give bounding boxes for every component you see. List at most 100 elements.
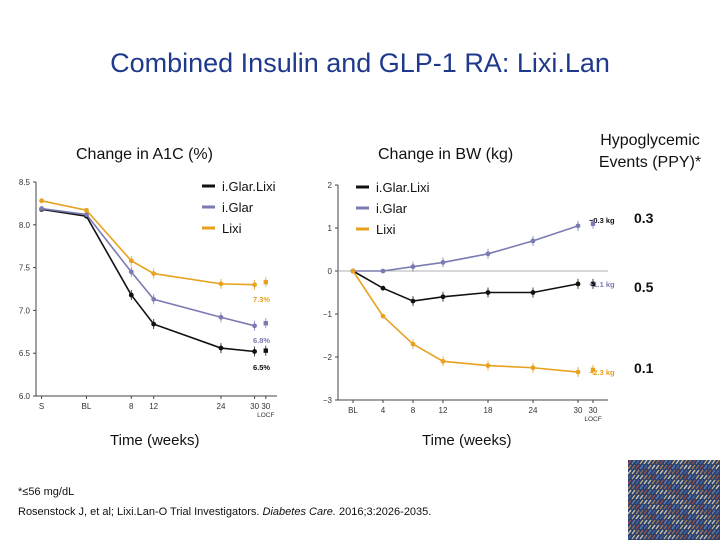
art-stroke <box>707 524 712 530</box>
art-stroke <box>695 460 700 465</box>
bw-x-tick-label: 4 <box>381 406 386 415</box>
art-stroke <box>647 489 652 495</box>
art-stroke <box>711 464 716 470</box>
art-stroke <box>639 474 644 480</box>
art-stroke <box>671 474 676 480</box>
art-stroke <box>667 529 672 535</box>
art-stroke <box>691 529 696 535</box>
a1c-i-glar-point <box>218 314 224 320</box>
bw-i-glar-point <box>575 223 581 229</box>
art-stroke <box>707 489 712 495</box>
art-stroke <box>655 534 660 540</box>
a1c-x-tick-label: 24 <box>217 402 226 411</box>
art-stroke <box>679 519 684 525</box>
bw-x-tick-label: BL <box>348 406 358 415</box>
art-stroke <box>695 474 700 480</box>
art-stroke <box>695 504 700 510</box>
art-stroke <box>691 509 696 515</box>
art-stroke <box>643 519 648 525</box>
art-stroke <box>715 489 720 495</box>
art-stroke <box>631 474 636 480</box>
art-stroke <box>647 504 652 510</box>
art-stroke <box>635 479 640 485</box>
art-stroke <box>703 469 708 475</box>
art-stroke <box>675 494 680 500</box>
art-stroke <box>647 534 652 540</box>
a1c-lixi-point <box>218 281 224 287</box>
art-stroke <box>643 469 648 475</box>
art-stroke <box>715 494 720 500</box>
art-stroke <box>647 484 652 490</box>
art-stroke <box>687 499 692 505</box>
art-stroke <box>639 499 644 505</box>
art-stroke <box>647 499 652 505</box>
art-stroke <box>667 464 672 470</box>
art-stroke <box>679 534 684 540</box>
art-stroke <box>715 479 720 485</box>
art-stroke <box>671 499 676 505</box>
art-stroke <box>663 534 668 540</box>
art-stroke <box>715 464 720 470</box>
art-stroke <box>703 504 708 510</box>
art-stroke <box>707 504 712 510</box>
art-stroke <box>687 484 692 490</box>
art-stroke <box>703 489 708 495</box>
art-stroke <box>703 519 708 525</box>
art-stroke <box>687 529 692 535</box>
art-stroke <box>659 489 664 495</box>
art-stroke <box>687 519 692 525</box>
art-stroke <box>659 509 664 515</box>
art-stroke <box>679 494 684 500</box>
art-stroke <box>647 524 652 530</box>
art-stroke <box>683 460 688 465</box>
art-stroke <box>643 464 648 470</box>
art-stroke <box>683 479 688 485</box>
art-stroke <box>631 509 636 515</box>
bw-i-glar-lixi-locf-point <box>590 281 596 287</box>
art-stroke <box>675 469 680 475</box>
art-stroke <box>667 534 672 540</box>
art-stroke <box>628 489 632 495</box>
art-stroke <box>663 509 668 515</box>
art-stroke <box>711 514 716 520</box>
art-stroke <box>647 519 652 525</box>
hypo-value-lixi: 0.1 <box>634 360 654 376</box>
art-stroke <box>683 474 688 480</box>
art-stroke <box>699 474 704 480</box>
art-stroke <box>707 534 712 540</box>
bw-x-tick-label: 18 <box>484 406 493 415</box>
art-stroke <box>667 514 672 520</box>
a1c-lixi-point <box>39 198 45 204</box>
a1c-lixi-locf-point <box>263 279 268 285</box>
a1c-x-tick-label: S <box>39 402 44 411</box>
bw-i-glar-lixi-point <box>380 285 386 291</box>
a1c-y-tick-label: 8.5 <box>19 178 31 187</box>
art-stroke <box>651 499 656 505</box>
art-stroke <box>671 489 676 495</box>
art-stroke <box>635 504 640 510</box>
art-stroke <box>675 514 680 520</box>
art-stroke <box>699 469 704 475</box>
art-stroke <box>631 504 636 510</box>
art-stroke <box>659 519 664 525</box>
art-stroke <box>667 484 672 490</box>
art-stroke <box>699 479 704 485</box>
bw-i-glar-legend-label: i.Glar <box>376 201 408 216</box>
art-stroke <box>651 534 656 540</box>
art-stroke <box>699 519 704 525</box>
art-stroke <box>675 504 680 510</box>
art-stroke <box>639 514 644 520</box>
art-stroke <box>671 464 676 470</box>
art-stroke <box>639 469 644 475</box>
art-stroke <box>631 469 636 475</box>
art-stroke <box>671 519 676 525</box>
a1c-i-glar-lixi-end-label: 6.5% <box>253 363 270 372</box>
art-stroke <box>651 479 656 485</box>
art-stroke <box>683 534 688 540</box>
bw-lixi-point <box>530 365 536 371</box>
art-stroke <box>655 464 660 470</box>
bw-i-glar-end-label: +1.1 kg <box>589 280 615 289</box>
art-stroke <box>631 514 636 520</box>
bw-i-glar-point <box>410 264 416 270</box>
art-stroke <box>703 474 708 480</box>
